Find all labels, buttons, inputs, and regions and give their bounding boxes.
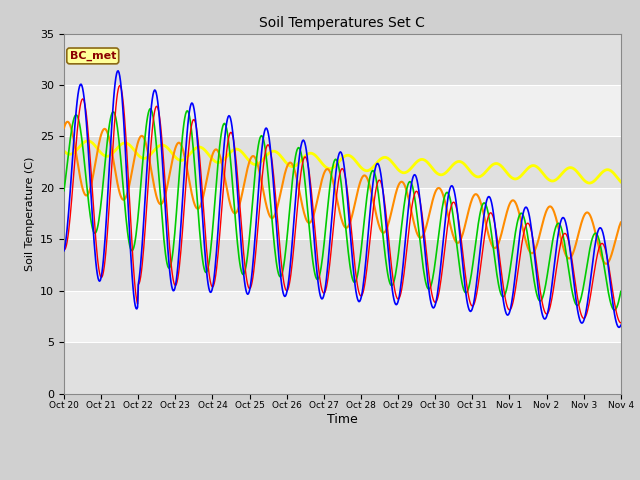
Bar <box>64 136 621 188</box>
Bar <box>64 291 621 342</box>
Bar <box>64 342 621 394</box>
Text: BC_met: BC_met <box>70 51 116 61</box>
Title: Soil Temperatures Set C: Soil Temperatures Set C <box>259 16 426 30</box>
Y-axis label: Soil Temperature (C): Soil Temperature (C) <box>24 156 35 271</box>
X-axis label: Time: Time <box>327 413 358 426</box>
Bar <box>64 34 621 85</box>
Bar <box>64 240 621 291</box>
Bar <box>64 85 621 136</box>
Legend: -2cm, -4cm, -8cm, -16cm, -32cm: -2cm, -4cm, -8cm, -16cm, -32cm <box>171 477 514 480</box>
Bar <box>64 188 621 240</box>
